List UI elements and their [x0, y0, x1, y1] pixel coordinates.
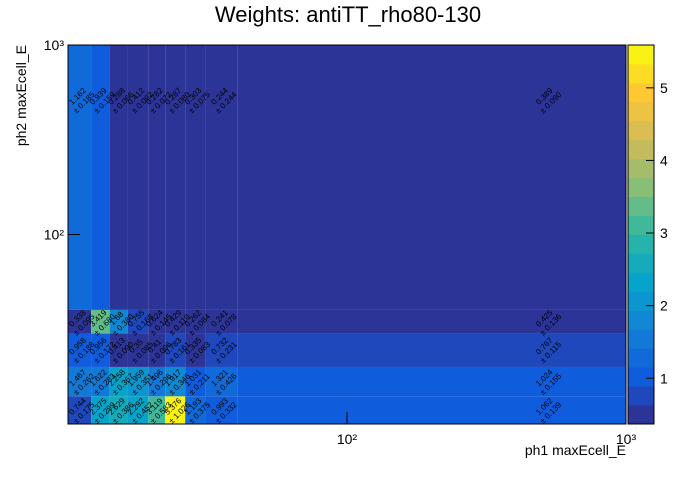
- cell: [127, 333, 149, 367]
- colorbar-tick-label: 4: [660, 152, 668, 168]
- cell: [127, 366, 149, 397]
- x-tick-label: 10²: [337, 431, 358, 447]
- colorbar-band: [628, 177, 654, 198]
- cell: [148, 366, 166, 397]
- cell: [165, 396, 186, 424]
- colorbar-band: [628, 272, 654, 292]
- cell: [109, 333, 128, 367]
- colorbar-band: [628, 82, 654, 103]
- colorbar-band: [628, 215, 654, 235]
- cell: [148, 45, 166, 310]
- cell: [109, 309, 128, 334]
- cell: [185, 396, 206, 424]
- colorbar-tick-label: 5: [660, 80, 668, 96]
- cell: [148, 396, 166, 424]
- colorbar-band: [628, 291, 654, 311]
- colorbar-band: [628, 120, 654, 141]
- colorbar-band: [628, 348, 654, 368]
- cell: [148, 309, 166, 334]
- cell: [185, 333, 206, 367]
- y-tick-label: 10²: [44, 227, 65, 243]
- colorbar-tick-label: 1: [660, 370, 668, 386]
- colorbar-band: [628, 45, 654, 65]
- cell: [68, 396, 92, 424]
- colorbar-band: [628, 196, 654, 217]
- colorbar-band: [628, 234, 654, 254]
- y-axis-label: ph2 maxEcell_E: [13, 45, 29, 146]
- colorbar-band: [628, 367, 654, 387]
- cell: [91, 333, 110, 367]
- cell: [148, 333, 166, 367]
- colorbar-band: [628, 101, 654, 122]
- cell: [127, 309, 149, 334]
- chart-title: Weights: antiTT_rho80-130: [215, 2, 481, 27]
- colorbar-band: [628, 310, 654, 330]
- axes: 10² 10³ 10² 10³ 1 2 3 4 5: [44, 37, 668, 447]
- colorbar-band: [628, 329, 654, 349]
- cell: [185, 366, 206, 397]
- cell: [237, 333, 626, 367]
- cell: [237, 309, 626, 334]
- cell: [91, 396, 110, 424]
- cell: [91, 309, 110, 334]
- cell: [237, 45, 626, 310]
- cell: [91, 45, 110, 310]
- cell: [165, 45, 186, 310]
- cell: [237, 396, 626, 424]
- colorbar-band: [628, 139, 654, 160]
- cell: [165, 366, 186, 397]
- cell: [205, 396, 238, 424]
- cell: [91, 366, 110, 397]
- cell: [68, 333, 92, 367]
- colorbar-tick-label: 3: [660, 225, 668, 241]
- cell: [127, 45, 149, 310]
- colorbar-band: [628, 405, 654, 425]
- cell: [237, 366, 626, 397]
- cell: [68, 366, 92, 397]
- colorbar-band: [628, 253, 654, 273]
- colorbar-band: [628, 158, 654, 179]
- colorbar-band: [628, 386, 654, 406]
- cell: [205, 45, 238, 310]
- cell: [68, 45, 92, 310]
- cell: [165, 309, 186, 334]
- colorbar-band: [628, 63, 654, 84]
- cell: [68, 309, 92, 334]
- cell: [185, 45, 206, 310]
- cell: [205, 366, 238, 397]
- cells: [68, 45, 626, 424]
- colorbar-frame: [627, 44, 655, 425]
- cell: [185, 309, 206, 334]
- x-tick-label: 10³: [616, 431, 637, 447]
- cell: [109, 366, 128, 397]
- cell: [205, 333, 238, 367]
- cell: [127, 396, 149, 424]
- cell: [109, 45, 128, 310]
- cell: [205, 309, 238, 334]
- x-axis-label: ph1 maxEcell_E: [525, 442, 626, 458]
- cell: [109, 396, 128, 424]
- colorbar-tick-label: 2: [660, 298, 668, 314]
- cell: [165, 333, 186, 367]
- y-tick-label: 10³: [44, 37, 65, 53]
